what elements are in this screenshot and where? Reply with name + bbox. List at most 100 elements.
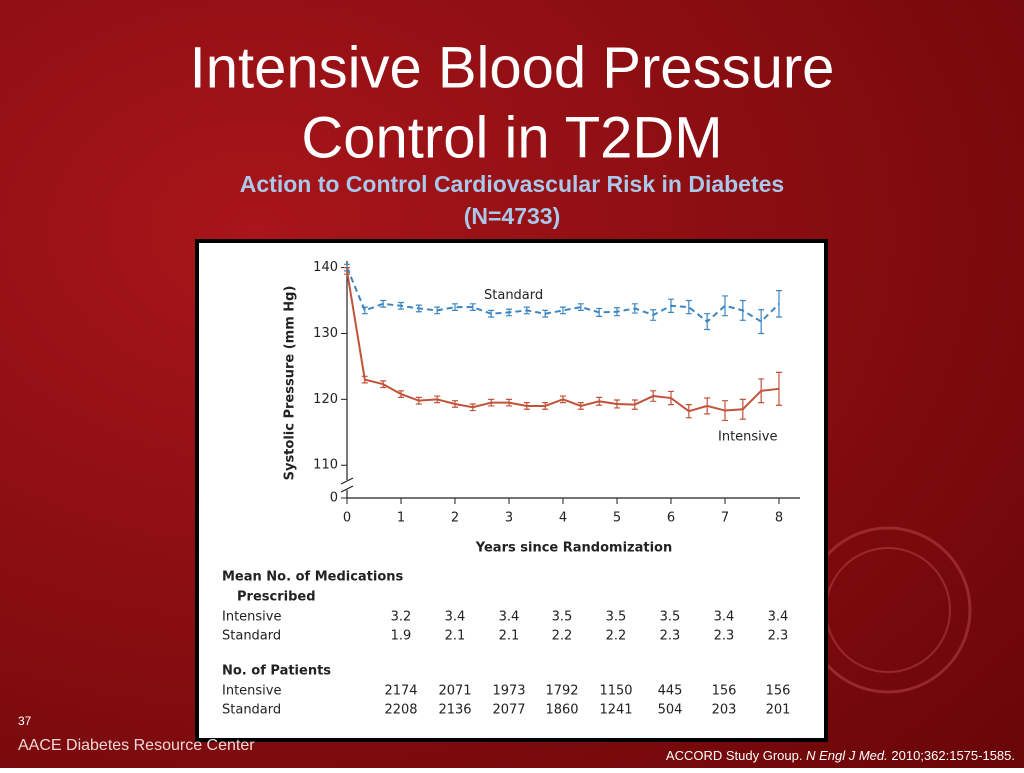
error-bar xyxy=(614,307,620,317)
table-title: Prescribed xyxy=(237,590,316,605)
citation: ACCORD Study Group. N Engl J Med. 2010;3… xyxy=(666,748,1015,763)
cell: 1860 xyxy=(545,703,578,718)
cell: 156 xyxy=(766,684,791,699)
axis-break xyxy=(340,485,354,493)
y-tick-label: 0 xyxy=(330,491,338,506)
row-label: Intensive xyxy=(222,684,281,699)
cell: 1973 xyxy=(492,684,525,699)
error-bar xyxy=(631,399,638,410)
y-tick-label: 140 xyxy=(313,260,338,275)
error-bar xyxy=(758,309,765,335)
error-bar xyxy=(542,402,549,410)
error-bar xyxy=(542,309,549,318)
cell: 2.2 xyxy=(552,629,573,644)
cell: 3.5 xyxy=(606,610,627,625)
error-bar xyxy=(614,399,620,409)
table-title: No. of Patients xyxy=(222,664,331,679)
x-tick-label: 6 xyxy=(667,511,675,526)
x-tick-label: 8 xyxy=(775,511,783,526)
error-bar xyxy=(398,301,404,310)
cell: 3.4 xyxy=(499,610,520,625)
error-bar xyxy=(704,397,711,415)
cell: 2.1 xyxy=(499,629,520,644)
x-tick-label: 2 xyxy=(451,511,459,526)
cell: 3.4 xyxy=(714,610,735,625)
error-bar xyxy=(523,402,530,410)
cell: 1792 xyxy=(545,684,578,699)
cell: 2208 xyxy=(384,703,417,718)
cell: 2.1 xyxy=(445,629,466,644)
error-bar xyxy=(704,313,711,331)
y-tick-label: 120 xyxy=(313,392,338,407)
y-tick-label: 110 xyxy=(313,458,338,473)
error-bar xyxy=(560,306,566,315)
subtitle: Action to Control Cardiovascular Risk in… xyxy=(240,171,784,197)
error-bar xyxy=(685,404,692,419)
chart-box xyxy=(195,239,828,742)
error-bar xyxy=(434,306,441,315)
y-axis-label: Systolic Pressure (mm Hg) xyxy=(283,286,298,481)
error-bar xyxy=(739,398,746,420)
error-bar xyxy=(758,378,765,404)
cell: 2.3 xyxy=(660,629,681,644)
error-bar xyxy=(650,309,657,321)
error-bar xyxy=(506,308,512,317)
cell: 203 xyxy=(712,703,737,718)
series-label: Standard xyxy=(484,288,543,303)
error-bar xyxy=(776,290,782,318)
error-bar xyxy=(488,309,495,318)
cell: 1150 xyxy=(599,684,632,699)
cell: 2.3 xyxy=(768,629,789,644)
x-tick-label: 0 xyxy=(343,511,351,526)
error-bar xyxy=(452,400,458,408)
cell: 1.9 xyxy=(391,629,412,644)
error-bar xyxy=(344,266,350,275)
cell: 445 xyxy=(658,684,683,699)
error-bar xyxy=(596,396,603,406)
row-label: Standard xyxy=(222,629,281,644)
y-tick-label: 130 xyxy=(313,326,338,341)
citation-details: 2010;362:1575-1585. xyxy=(891,748,1015,763)
cell: 1241 xyxy=(599,703,632,718)
error-bar xyxy=(722,400,728,422)
cell: 2.3 xyxy=(714,629,735,644)
axis-break xyxy=(340,477,354,485)
page-number: 37 xyxy=(18,714,32,728)
error-bar xyxy=(380,299,387,308)
cell: 2077 xyxy=(492,703,525,718)
x-tick-label: 4 xyxy=(559,511,567,526)
title: Control in T2DM xyxy=(301,105,722,170)
x-tick-label: 3 xyxy=(505,511,513,526)
series-label: Intensive xyxy=(718,430,777,445)
cell: 2136 xyxy=(438,703,471,718)
cell: 2.2 xyxy=(606,629,627,644)
cell: 504 xyxy=(658,703,683,718)
cell: 2174 xyxy=(384,684,417,699)
cell: 3.2 xyxy=(391,610,412,625)
cell: 156 xyxy=(712,684,737,699)
error-bar xyxy=(506,398,512,407)
error-bar xyxy=(415,304,422,313)
error-bar xyxy=(739,299,746,321)
error-bar xyxy=(361,306,368,315)
citation-journal: N Engl J Med. xyxy=(806,748,888,763)
error-bar xyxy=(560,395,566,404)
error-bar xyxy=(650,390,657,402)
x-tick-label: 1 xyxy=(397,511,405,526)
cell: 3.5 xyxy=(660,610,681,625)
error-bar xyxy=(631,303,638,314)
footer: AACE Diabetes Resource Center xyxy=(18,737,255,754)
subtitle: (N=4733) xyxy=(464,203,561,229)
cell: 2071 xyxy=(438,684,471,699)
error-bar xyxy=(415,396,422,405)
error-bar xyxy=(685,299,692,315)
error-bar xyxy=(523,306,530,315)
error-bar xyxy=(577,303,584,312)
error-bar xyxy=(668,298,674,313)
cell: 3.4 xyxy=(768,610,789,625)
cell: 3.5 xyxy=(552,610,573,625)
error-bar xyxy=(488,398,495,407)
error-bar xyxy=(434,395,441,404)
row-label: Standard xyxy=(222,703,281,718)
